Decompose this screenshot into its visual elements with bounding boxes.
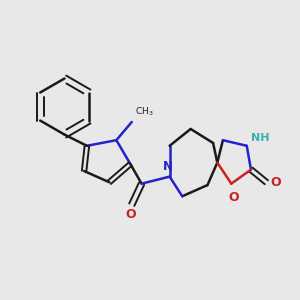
- Text: O: O: [228, 191, 239, 204]
- Text: CH$_3$: CH$_3$: [135, 106, 154, 118]
- Text: NH: NH: [251, 133, 269, 143]
- Text: O: O: [271, 176, 281, 189]
- Text: N: N: [163, 160, 173, 173]
- Text: O: O: [125, 208, 136, 221]
